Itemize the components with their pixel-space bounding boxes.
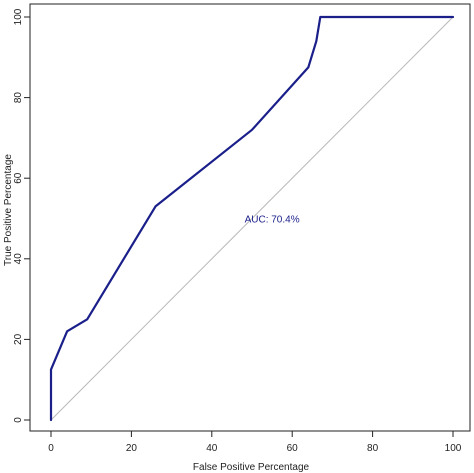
x-tick-label-3: 60 xyxy=(287,443,299,454)
x-tick-label-5: 100 xyxy=(445,443,462,454)
roc-curve-line-0 xyxy=(49,15,455,422)
y-ticks: 0 20 40 60 80 100 xyxy=(13,8,30,423)
y-tick-label-5: 100 xyxy=(13,8,24,25)
y-tick-label-0: 0 xyxy=(13,417,24,423)
x-tick-label-2: 40 xyxy=(206,443,218,454)
y-tick-label-4: 80 xyxy=(13,92,24,104)
y-tick-label-2: 40 xyxy=(13,253,24,265)
y-tick-label-3: 60 xyxy=(13,172,24,184)
y-axis-title: True Positive Percentage xyxy=(3,154,14,266)
auc-annotation: AUC: 70.4% xyxy=(245,215,300,226)
x-axis-title: False Positive Percentage xyxy=(193,462,310,473)
reference-diagonal-layer xyxy=(50,16,454,421)
reference-diagonal-line xyxy=(50,16,454,421)
y-tick-label-1: 20 xyxy=(13,333,24,345)
x-tick-label-1: 20 xyxy=(126,443,138,454)
plot-frame xyxy=(29,3,471,432)
x-tick-label-4: 80 xyxy=(367,443,379,454)
x-ticks: 0 20 40 60 80 100 xyxy=(48,431,462,454)
series-layer xyxy=(49,15,455,422)
x-tick-label-0: 0 xyxy=(48,443,54,454)
